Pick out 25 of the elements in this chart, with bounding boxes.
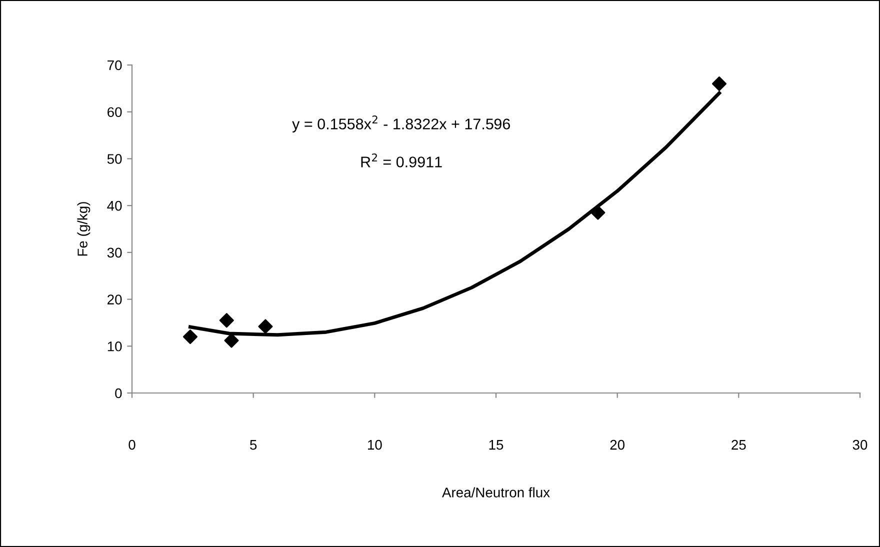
y-tick-label: 0 — [115, 388, 122, 398]
annotation: y = 0.1558x$^{2}$ - 1.8322x + 17.596 — [292, 115, 510, 132]
annotation: R$^{2}$ = 0.9911 — [361, 153, 442, 168]
point — [219, 313, 234, 328]
y-tick-label: 40 — [107, 200, 122, 211]
point — [590, 205, 606, 220]
point — [182, 329, 198, 344]
y-tick-label: 60 — [108, 107, 122, 118]
x-tick-label: 25 — [732, 440, 746, 450]
y-axis-title: Fe (g/kg) — [77, 202, 90, 256]
y-tick-label: 30 — [107, 248, 122, 258]
y-tick-label: 10 — [108, 341, 122, 352]
y-tick-label: 20 — [108, 294, 122, 304]
point — [712, 76, 727, 92]
x-axis-title: Area/Neutron flux — [442, 487, 550, 498]
y-tick-label: 70 — [108, 60, 122, 70]
x-tick-label: 10 — [368, 440, 382, 450]
x-tick-label: 5 — [250, 440, 257, 450]
y-tick-label: 50 — [107, 154, 122, 164]
x-tick-label: 30 — [852, 440, 868, 450]
point — [224, 333, 239, 348]
x-tick-label: 0 — [128, 440, 136, 450]
point — [258, 319, 273, 334]
x-tick-label: 20 — [610, 440, 625, 450]
x-tick-label: 15 — [489, 440, 504, 450]
